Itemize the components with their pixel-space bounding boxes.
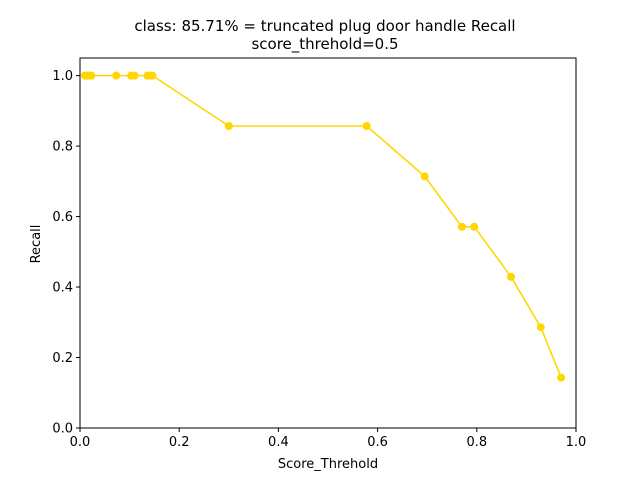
chart-subtitle: score_threhold=0.5 xyxy=(251,35,398,54)
data-point xyxy=(470,222,479,231)
x-tick-label: 0.4 xyxy=(268,435,289,450)
data-point xyxy=(130,71,139,80)
x-tick-label: 0.0 xyxy=(70,435,91,450)
data-point xyxy=(557,373,566,382)
data-point xyxy=(112,71,121,80)
x-tick-label: 1.0 xyxy=(566,435,587,450)
data-point xyxy=(536,323,545,332)
series-layer xyxy=(80,71,566,382)
series-line xyxy=(84,74,562,378)
y-tick-label: 0.2 xyxy=(52,351,73,366)
y-tick-label: 0.4 xyxy=(52,281,73,296)
y-tick-label: 1.0 xyxy=(52,69,73,84)
y-tick-label: 0.0 xyxy=(52,422,73,437)
x-tick-label: 0.8 xyxy=(466,435,487,450)
chart-title: class: 85.71% = truncated plug door hand… xyxy=(134,17,515,35)
y-tick-label: 0.6 xyxy=(52,210,73,225)
plot-area xyxy=(79,57,577,429)
data-point xyxy=(457,222,466,231)
data-point xyxy=(507,272,516,281)
plot-frame xyxy=(79,57,577,429)
data-point xyxy=(224,122,233,131)
tick-layer: 0.0 0.2 0.4 0.6 0.8 1.0 0.0 0.2 0.4 0.6 0.8 1.0 xyxy=(52,69,586,450)
data-point xyxy=(362,122,371,131)
data-point xyxy=(420,172,429,181)
data-point xyxy=(148,71,157,80)
data-point xyxy=(87,71,96,80)
y-axis-label: Recall xyxy=(29,225,44,264)
x-tick-label: 0.2 xyxy=(169,435,190,450)
y-tick-label: 0.8 xyxy=(52,140,73,155)
x-axis-label: Score_Threhold xyxy=(278,457,378,472)
x-tick-label: 0.6 xyxy=(367,435,388,450)
